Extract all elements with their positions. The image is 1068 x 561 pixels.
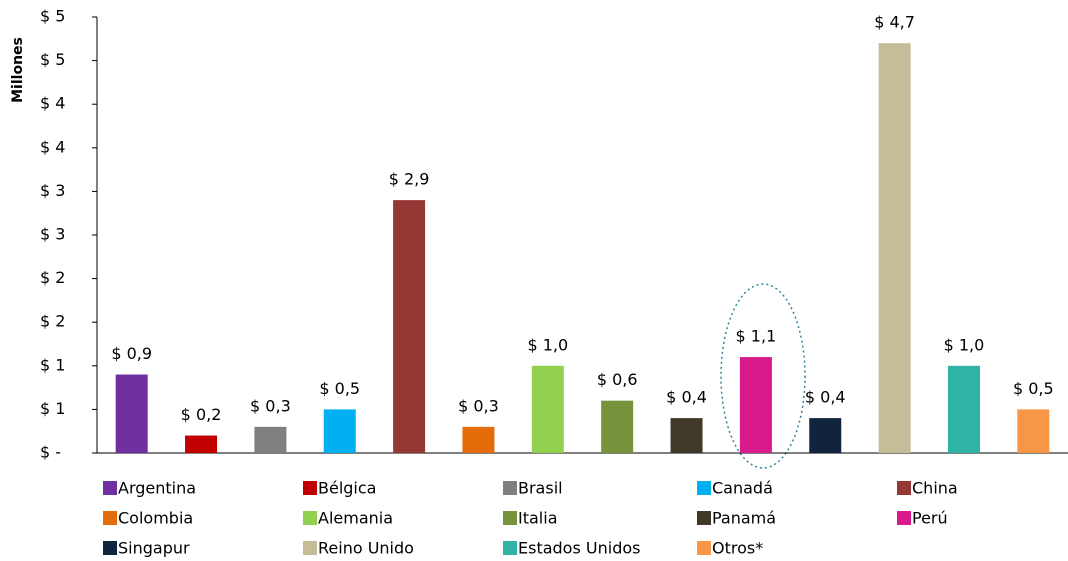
bar <box>254 426 287 453</box>
y-tick-label: $ 3 <box>40 225 65 244</box>
legend-label: Singapur <box>118 539 190 558</box>
legend-swatch <box>697 511 711 525</box>
y-tick-label: $ 5 <box>40 7 65 26</box>
bar <box>670 418 703 453</box>
legend-swatch <box>303 481 317 495</box>
value-label: $ 1,0 <box>944 335 985 354</box>
value-label: $ 1,1 <box>736 327 777 346</box>
legend-label: Panamá <box>712 509 776 528</box>
y-tick-label: $ 5 <box>40 50 65 69</box>
bar <box>809 418 842 453</box>
legend-label: China <box>912 479 958 498</box>
bar <box>185 435 218 453</box>
bar <box>393 200 426 453</box>
legend-label: Argentina <box>118 479 196 498</box>
legend-label: Reino Unido <box>318 539 414 558</box>
legend-swatch <box>103 481 117 495</box>
value-label: $ 0,6 <box>597 370 638 389</box>
bar <box>323 409 356 453</box>
legend-swatch <box>897 481 911 495</box>
bar <box>601 400 634 453</box>
value-label: $ 4,7 <box>874 13 915 32</box>
bar <box>531 365 564 453</box>
bar <box>1017 409 1050 453</box>
legend-swatch <box>503 541 517 555</box>
value-label: $ 0,2 <box>181 405 222 424</box>
y-tick-label: $ 2 <box>40 312 65 331</box>
legend-label: Estados Unidos <box>518 539 640 558</box>
bar <box>878 43 911 453</box>
legend-label: Bélgica <box>318 479 376 498</box>
legend-swatch <box>303 541 317 555</box>
legend-swatch <box>303 511 317 525</box>
bar <box>739 357 772 453</box>
legend-swatch <box>103 541 117 555</box>
legend-swatch <box>503 511 517 525</box>
value-label: $ 0,3 <box>250 396 291 415</box>
bar <box>115 374 148 453</box>
value-label: $ 2,9 <box>389 170 430 189</box>
legend-label: Perú <box>912 509 948 528</box>
value-label: $ 0,5 <box>1013 379 1054 398</box>
value-label: $ 1,0 <box>527 335 568 354</box>
value-label: $ 0,4 <box>666 388 707 407</box>
legend-label: Brasil <box>518 479 563 498</box>
legend-label: Italia <box>518 509 558 528</box>
legend-swatch <box>697 541 711 555</box>
value-label: $ 0,3 <box>458 396 499 415</box>
y-tick-label: $ 3 <box>40 181 65 200</box>
y-tick-label: $ 4 <box>40 94 65 113</box>
legend-label: Canadá <box>712 479 773 498</box>
value-label: $ 0,9 <box>111 344 152 363</box>
y-tick-label: $ 4 <box>40 137 65 156</box>
legend-swatch <box>503 481 517 495</box>
legend-label: Colombia <box>118 509 193 528</box>
legend-swatch <box>103 511 117 525</box>
legend-label: Alemania <box>318 509 393 528</box>
y-axis-title: Millones <box>10 37 26 103</box>
y-tick-label: $ - <box>40 443 61 462</box>
value-label: $ 0,4 <box>805 388 846 407</box>
value-label: $ 0,5 <box>319 379 360 398</box>
bar <box>947 365 980 453</box>
bar <box>462 426 495 453</box>
y-tick-label: $ 1 <box>40 355 65 374</box>
legend-swatch <box>697 481 711 495</box>
highlight-ellipse <box>720 283 806 469</box>
y-tick-label: $ 1 <box>40 399 65 418</box>
y-tick-label: $ 2 <box>40 268 65 287</box>
legend-label: Otros* <box>712 539 763 558</box>
legend-swatch <box>897 511 911 525</box>
